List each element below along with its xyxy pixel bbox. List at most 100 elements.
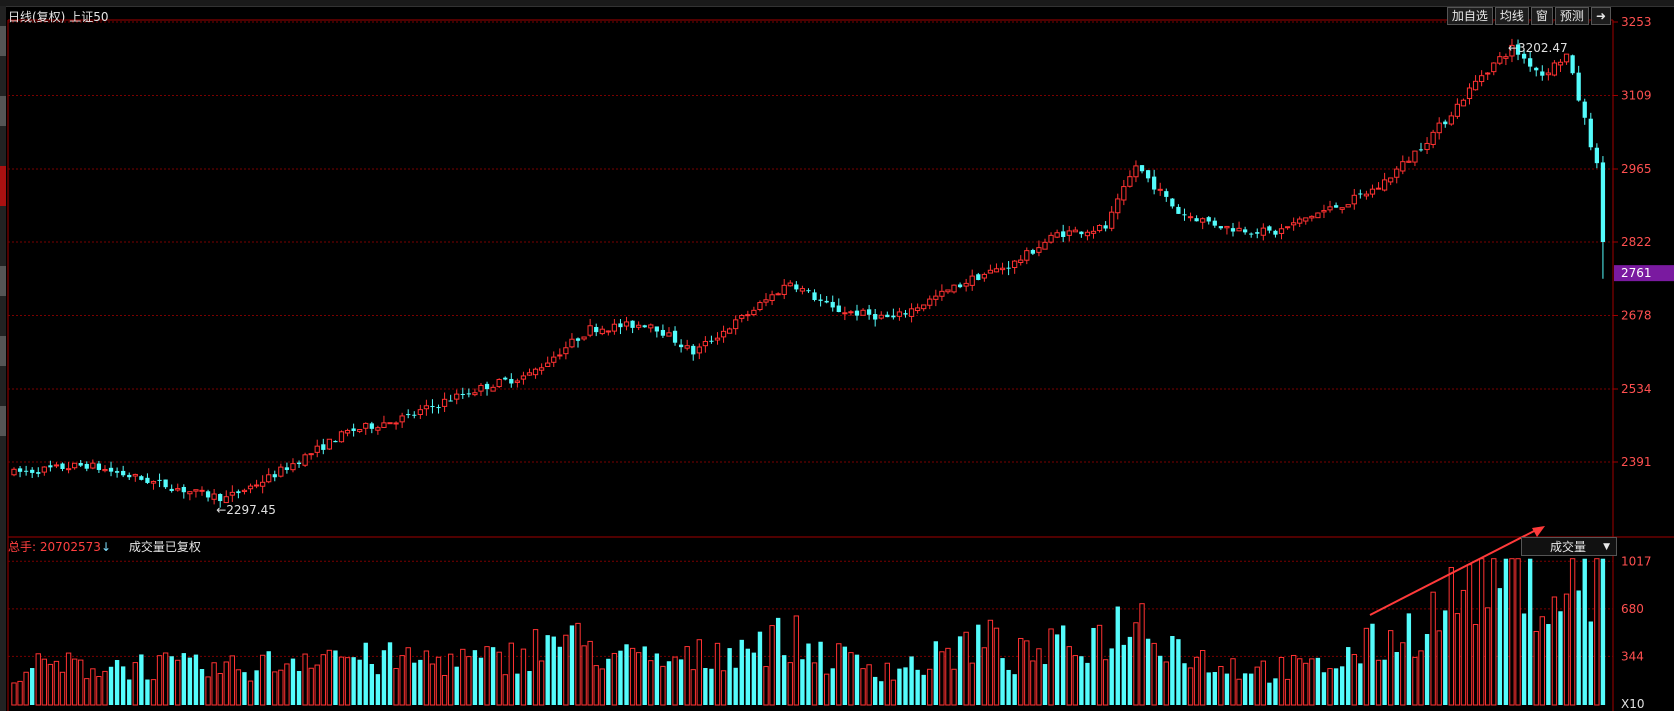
exit-icon[interactable]: ➜ [1590,7,1611,25]
volume-bar [709,668,714,705]
forecast-button[interactable]: 预测 [1554,7,1589,25]
candle-body [41,466,47,473]
candle-body [830,301,835,308]
volume-bar [278,669,284,706]
volume-bar [1030,660,1036,706]
add-watchlist-button[interactable]: 加自选 [1446,7,1493,25]
chart-title: 日线(复权) 上证50 [8,8,108,25]
volume-bar [30,668,35,705]
volume-bar [418,659,423,705]
volume-bar [703,668,708,705]
volume-bar [1503,558,1509,705]
volume-bar [484,646,490,706]
candle-body [1206,217,1211,222]
volume-bar [1000,658,1005,705]
volume-bar [981,647,988,706]
candle-body [781,284,787,295]
volume-bar [1448,567,1455,706]
candle-body [969,275,975,286]
volume-bar [127,679,132,705]
volume-bar [1472,624,1479,706]
volume-bar [1273,678,1278,705]
volume-bar [272,671,278,706]
volume-bar [187,657,193,705]
candle-body [957,284,963,288]
candle-body [132,473,138,477]
left-tab-strip[interactable] [0,6,6,711]
volume-bar [581,645,587,706]
volume-bar [375,674,381,705]
volume-bar [836,643,842,706]
left-tab[interactable] [0,336,6,366]
candle-body [193,489,199,492]
volume-bar [1333,668,1339,705]
candle-body [48,465,53,468]
left-tab[interactable] [0,96,6,126]
volume-bar [320,654,326,706]
candle-body [1255,232,1260,234]
volume-bar [1436,630,1442,706]
price-tick-label: 2678 [1621,309,1652,323]
candle-body [873,314,878,320]
volume-tick-label: 680 [1621,602,1644,616]
candle-body [436,407,441,409]
candle-body [423,405,430,410]
candle-body [175,488,181,491]
volume-bar [811,662,818,706]
candle-body [448,400,453,402]
candle-body [1436,122,1442,134]
volume-bar [132,662,138,706]
volume-bar [993,627,1000,706]
candle-body [30,469,35,473]
volume-bar [769,625,775,706]
left-tab[interactable] [0,406,6,436]
candle-body [1066,230,1072,236]
candle-body [745,314,751,317]
volume-bar [466,656,472,706]
volume-bar [763,666,769,706]
volume-bar [1145,638,1151,705]
candle-body [787,282,793,287]
candle-body [532,368,539,376]
left-tab-active[interactable] [0,166,6,206]
candle-body [1369,188,1376,195]
volume-bar [338,656,345,706]
volume-bar [714,642,721,706]
candle-body [594,326,599,333]
candle-body [1545,72,1551,76]
candle-body [636,324,642,328]
volume-bar [429,663,436,706]
left-tab[interactable] [0,26,6,56]
volume-bar [1339,666,1345,705]
candle-body [24,470,29,472]
candle-body [526,372,533,376]
candle-body [763,299,769,303]
volume-bar [1363,627,1370,706]
volume-bar [1199,649,1206,706]
volume-bar [1582,558,1587,705]
left-tab[interactable] [0,266,6,296]
candle-body [654,326,659,332]
window-button[interactable]: 窗 [1530,7,1553,25]
volume-bar [1563,593,1570,706]
volume-bar [435,656,442,706]
volume-bar [1218,665,1224,706]
volume-bar [672,656,678,706]
volume-bar [1588,621,1593,705]
volume-bar [1151,642,1157,706]
candle-body [1145,170,1151,179]
volume-bar [909,656,914,705]
volume-bar [478,657,484,705]
candle-body [903,313,908,315]
candle-body [1345,204,1351,208]
candle-body [157,479,162,481]
volume-bar [223,661,229,706]
volume-bar [217,673,223,706]
indicator-select[interactable]: 成交量 ▼ [1521,537,1617,556]
candle-body [1600,162,1606,243]
candle-body [678,344,684,348]
candle-body [551,356,557,363]
moving-average-button[interactable]: 均线 [1494,7,1529,25]
price-tick-label: 2822 [1621,235,1652,249]
volume-bar [1443,610,1448,705]
